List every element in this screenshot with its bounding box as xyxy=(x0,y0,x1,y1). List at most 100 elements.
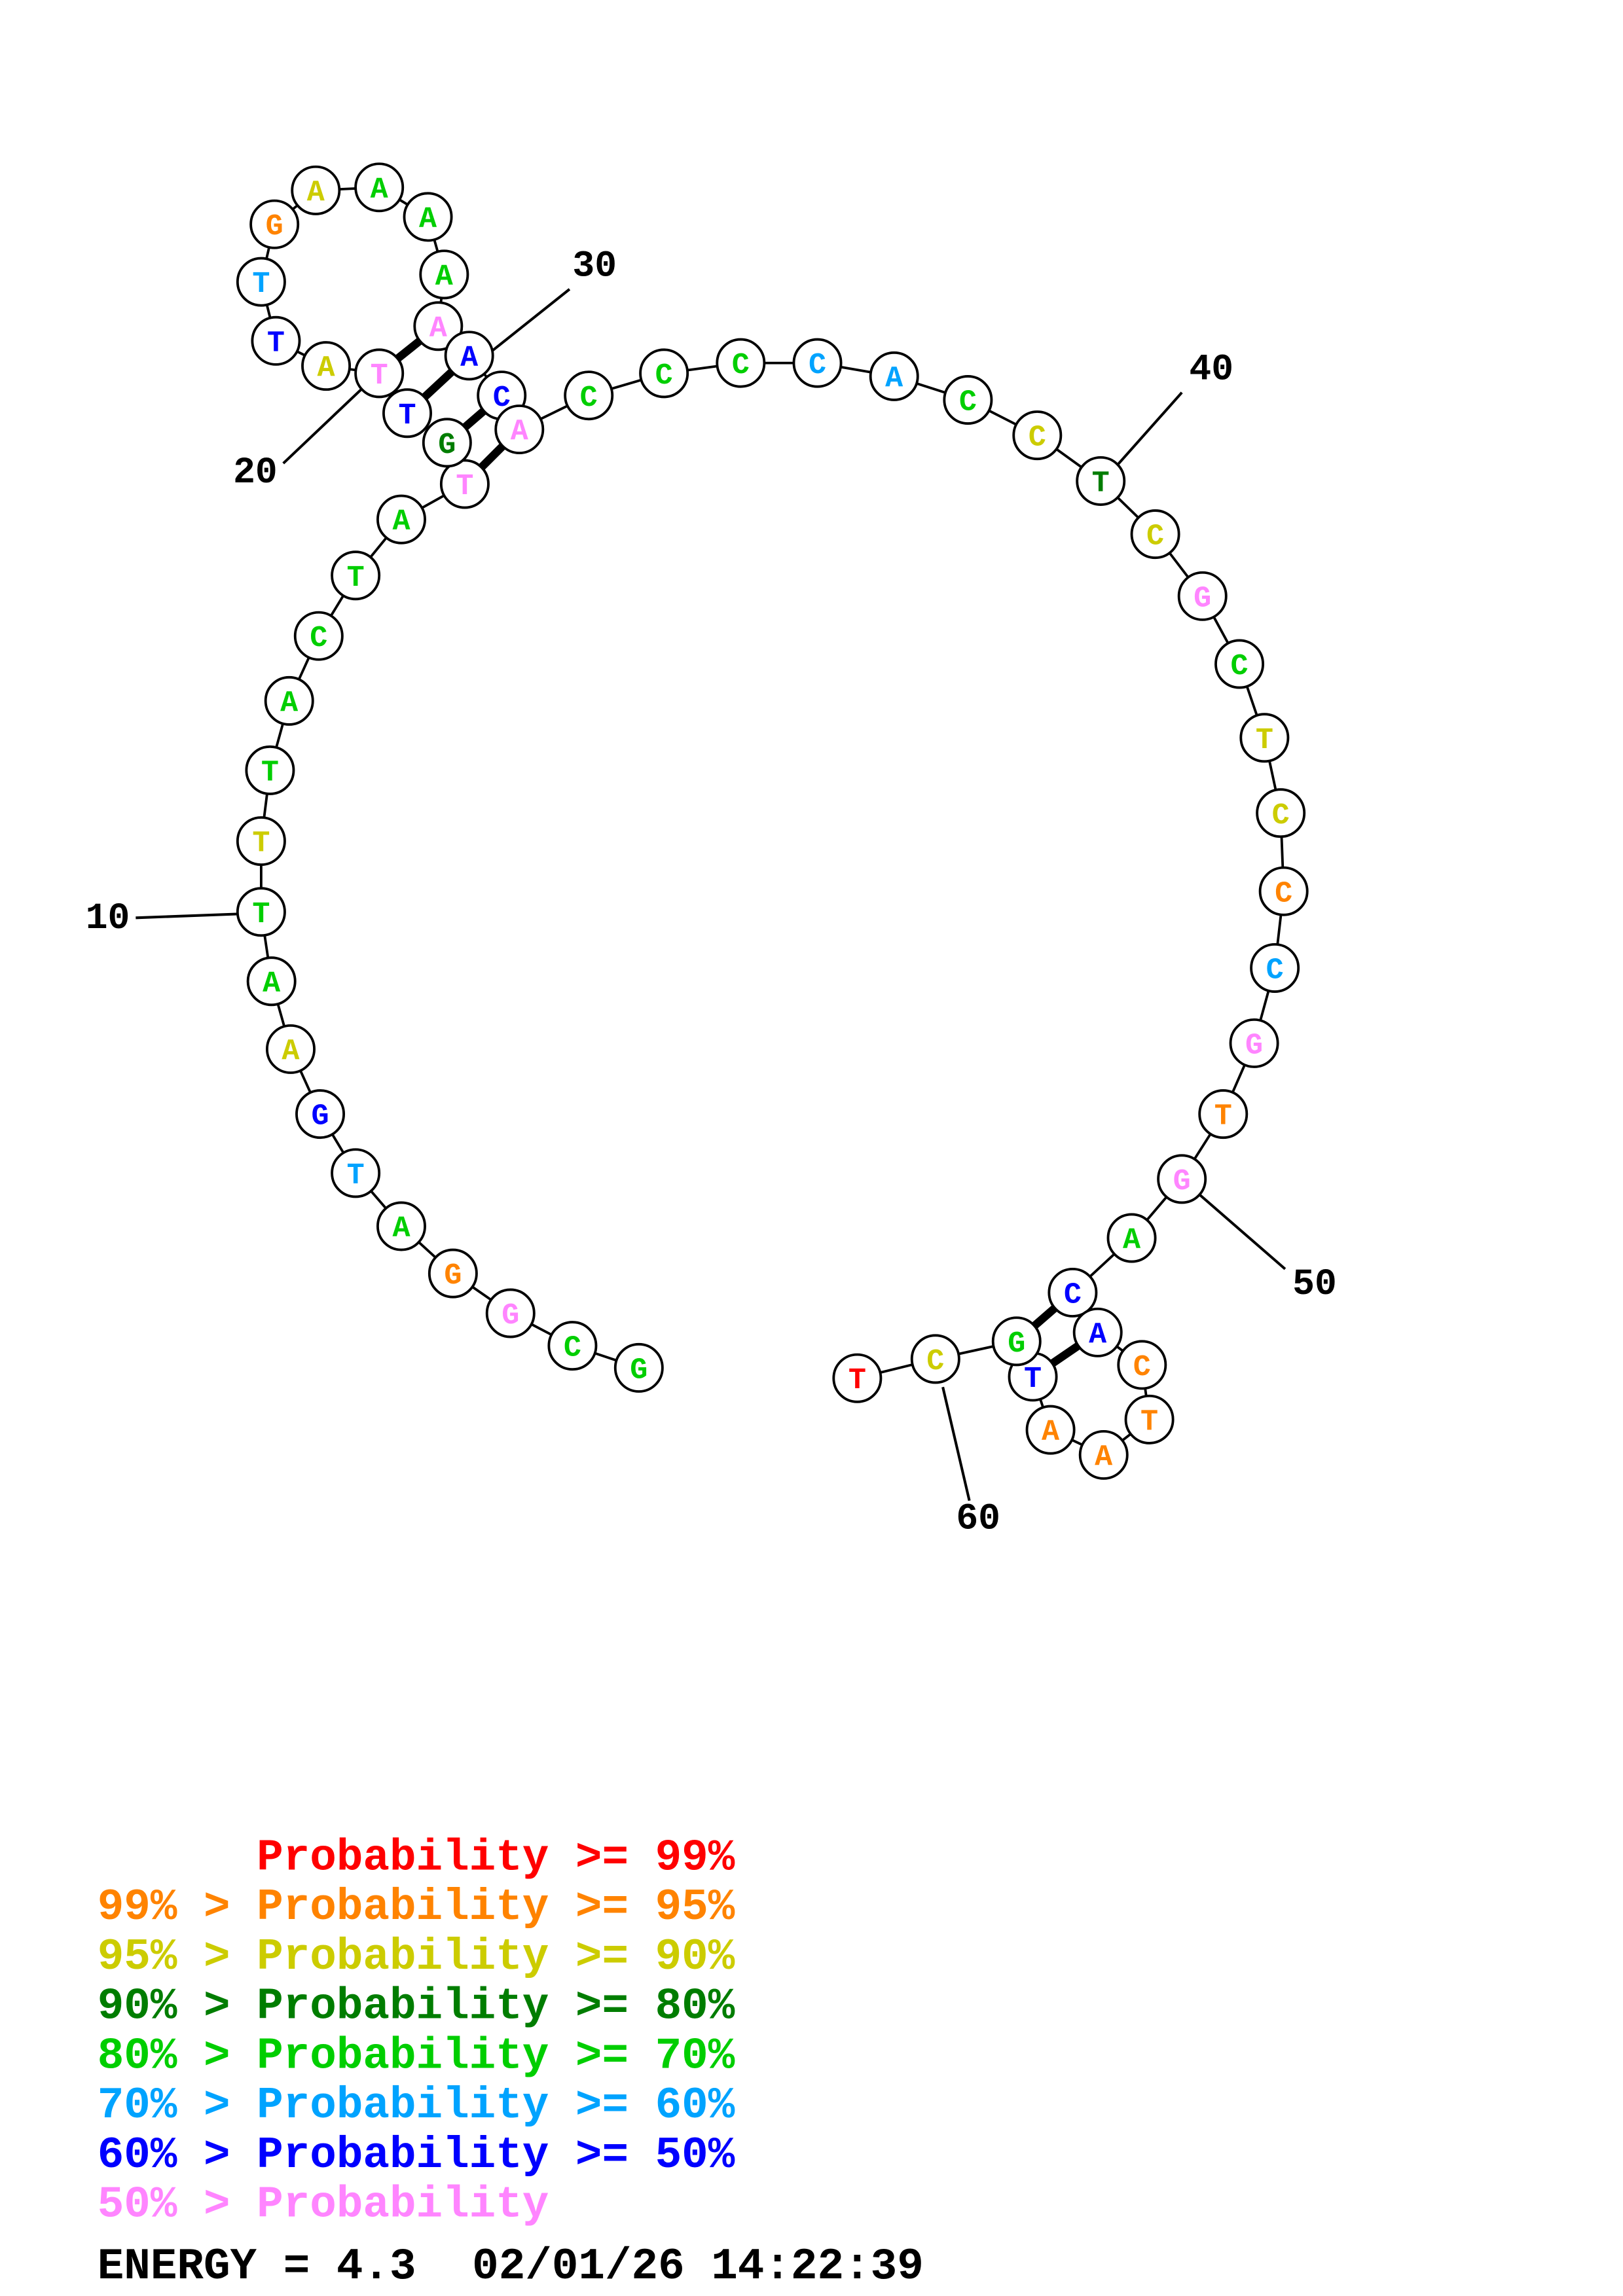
nucleotide-base: A xyxy=(282,1034,300,1068)
nucleotide-circle xyxy=(1214,639,1265,689)
nucleotide-circle xyxy=(1072,1307,1123,1357)
nucleotide-base: A xyxy=(460,341,479,375)
nucleotide-base: T xyxy=(1024,1362,1042,1396)
nucleotide-circle xyxy=(413,301,464,351)
nucleotide-base: G xyxy=(501,1299,519,1333)
nucleotide-10: T xyxy=(236,887,286,937)
nucleotide-41: C xyxy=(1130,509,1180,560)
nucleotide-circle xyxy=(1239,713,1290,763)
nucleotide-base: T xyxy=(347,1158,365,1193)
nucleotide-circle xyxy=(1177,571,1228,621)
nucleotide-35: C xyxy=(716,338,766,388)
nucleotide-28: A xyxy=(419,249,469,300)
nucleotide-52: C xyxy=(1048,1267,1098,1318)
nucleotide-23: T xyxy=(236,257,286,307)
nucleotide-base: C xyxy=(1275,876,1292,910)
nucleotide-circle xyxy=(1048,1267,1098,1318)
nucleotide-circle xyxy=(1076,456,1126,506)
nucleotide-60: C xyxy=(910,1334,960,1384)
nucleotide-base: A xyxy=(429,312,448,346)
nucleotide-base: A xyxy=(419,202,437,236)
nucleotide-circle xyxy=(444,331,494,381)
label-leader-line xyxy=(1194,1189,1286,1270)
nucleotide-circle xyxy=(403,192,453,242)
nucleotide-base: T xyxy=(398,399,416,433)
label-leader-line xyxy=(1110,391,1183,473)
nucleotide-38: C xyxy=(943,374,993,425)
nucleotide-5: A xyxy=(376,1201,426,1251)
nucleotide-circle xyxy=(1012,410,1063,461)
footer: ENERGY = 4.3 02/01/26 14:22:39 xyxy=(98,2242,924,2292)
nucleotide-59: G xyxy=(991,1316,1042,1367)
nucleotide-14: C xyxy=(293,611,344,661)
nucleotide-circle xyxy=(1124,1394,1175,1444)
legend-row: Probability >= 99% xyxy=(257,1833,735,1883)
label-leader-line xyxy=(282,381,370,465)
nucleotide-50: G xyxy=(1157,1154,1207,1204)
nucleotide-base: C xyxy=(580,381,598,415)
nucleotide-circle xyxy=(547,1321,598,1371)
legend-row: 50% > Probability xyxy=(98,2181,549,2231)
nucleotide-base: T xyxy=(848,1363,866,1397)
nucleotide-circle xyxy=(832,1353,883,1403)
nucleotide-base: G xyxy=(1173,1164,1191,1198)
nucleotide-circle xyxy=(419,249,469,300)
nucleotide-base: T xyxy=(252,827,270,861)
nucleotide-base: A xyxy=(1089,1318,1107,1352)
nucleotide-32: A xyxy=(494,404,545,455)
nucleotide-circle xyxy=(1229,1018,1279,1068)
nucleotide-base: A xyxy=(307,175,325,209)
nucleotide-1: G xyxy=(613,1342,664,1393)
nucleotide-42: G xyxy=(1177,571,1228,621)
position-label-10: 10 xyxy=(86,897,130,939)
nucleotide-circle xyxy=(293,611,344,661)
nucleotide-base: C xyxy=(809,348,826,382)
nucleotide-61: T xyxy=(832,1353,883,1403)
nucleotide-44: T xyxy=(1239,713,1290,763)
nucleotide-base: G xyxy=(266,209,283,243)
nucleotide-base: A xyxy=(1123,1223,1141,1257)
nucleotide-30: A xyxy=(444,331,494,381)
label-leader-line xyxy=(136,912,254,920)
nucleotide-47: C xyxy=(1250,942,1300,993)
nucleotide-circle xyxy=(382,388,432,439)
nucleotide-16: A xyxy=(376,494,426,545)
nucleotide-56: A xyxy=(1078,1429,1129,1480)
nucleotide-circle xyxy=(246,956,297,1007)
nucleotide-base: G xyxy=(1008,1327,1025,1361)
nucleotide-40: T xyxy=(1076,456,1126,506)
nucleotide-base: A xyxy=(885,361,903,395)
legend-row: 80% > Probability >= 70% xyxy=(98,2032,735,2081)
nucleotide-36: C xyxy=(792,338,843,388)
nucleotide-51: A xyxy=(1106,1213,1157,1263)
nucleotide-49: T xyxy=(1198,1089,1249,1139)
probability-legend: Probability >= 99%99% > Probability >= 9… xyxy=(98,1833,735,2230)
nucleotide-21: A xyxy=(301,341,352,391)
nucleotide-53: A xyxy=(1072,1307,1123,1357)
nucleotide-57: A xyxy=(1025,1405,1076,1455)
nucleotide-circle xyxy=(264,675,314,726)
nucleotide-29: A xyxy=(413,301,464,351)
nucleotide-circle xyxy=(1198,1089,1249,1139)
nucleotide-circle xyxy=(1256,788,1306,838)
nucleotide-base: C xyxy=(1272,798,1290,833)
nucleotide-base: C xyxy=(1029,421,1046,455)
nucleotide-base: A xyxy=(1095,1440,1113,1474)
nucleotide-base: G xyxy=(444,1259,462,1293)
nucleotide-base: C xyxy=(1146,520,1164,554)
nucleotide-circle xyxy=(422,418,472,468)
position-label-20: 20 xyxy=(233,452,278,493)
legend-row: 90% > Probability >= 80% xyxy=(98,1982,735,2032)
nucleotide-base: A xyxy=(263,967,281,1001)
backbone xyxy=(259,186,1285,1456)
nucleotide-circle xyxy=(1250,942,1300,993)
nucleotide-circle xyxy=(494,404,545,455)
nucleotide-circle xyxy=(991,1316,1042,1367)
position-label-30: 30 xyxy=(572,245,617,287)
position-label-40: 40 xyxy=(1189,348,1233,390)
nucleotide-circle xyxy=(236,887,286,937)
nucleotide-circle xyxy=(295,1089,346,1139)
